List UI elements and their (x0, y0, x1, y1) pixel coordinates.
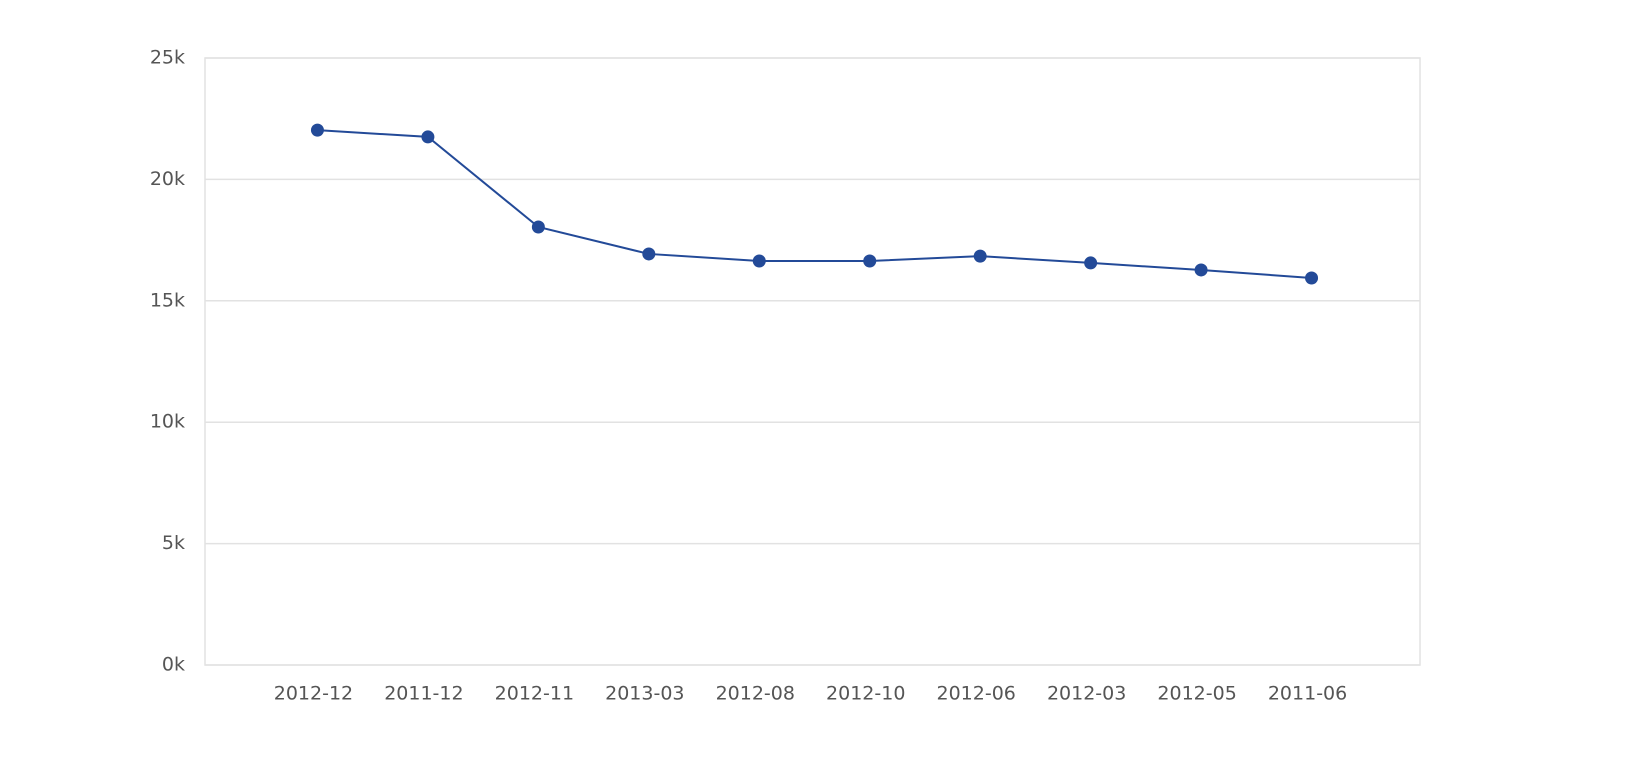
x-tick-label: 2012-08 (716, 683, 795, 705)
data-point (752, 254, 766, 268)
data-point (531, 220, 545, 234)
data-point (1194, 263, 1208, 277)
y-tick-label: 0k (162, 654, 185, 676)
data-point (973, 249, 987, 263)
y-tick-label: 15k (150, 289, 185, 311)
x-tick-label: 2012-03 (1047, 683, 1126, 705)
data-point (863, 254, 877, 268)
plot-frame (204, 57, 1421, 666)
data-point (642, 247, 656, 261)
data-point (1084, 256, 1098, 270)
x-tick-label: 2012-11 (495, 683, 574, 705)
y-tick-label: 5k (162, 532, 185, 554)
series-line (317, 129, 1312, 279)
data-point (421, 130, 435, 144)
x-tick-label: 2012-05 (1157, 683, 1236, 705)
y-tick-label: 25k (150, 47, 185, 69)
x-tick-label: 2011-06 (1268, 683, 1347, 705)
data-point (1305, 271, 1319, 285)
y-tick-label: 10k (150, 411, 185, 433)
x-tick-label: 2012-10 (826, 683, 905, 705)
data-point (310, 123, 324, 137)
x-tick-label: 2013-03 (605, 683, 684, 705)
x-tick-label: 2012-06 (936, 683, 1015, 705)
x-tick-label: 2012-12 (274, 683, 353, 705)
x-tick-label: 2011-12 (384, 683, 463, 705)
y-tick-label: 20k (150, 168, 185, 190)
